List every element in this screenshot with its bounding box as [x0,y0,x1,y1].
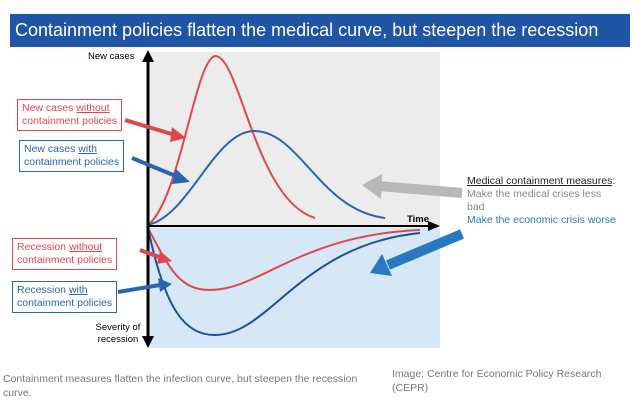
side-economic: Make the economic crisis worse [467,214,616,226]
side-heading: Medical containment measures [467,175,613,187]
new-cases-with-curve [147,129,386,226]
medical-area [148,52,440,228]
blue-pointer-arrow [131,156,179,179]
y-axis-top-label: New cases [88,51,135,62]
side-note: Medical containment measures: Make the m… [467,175,616,226]
gray-arrow [377,181,463,198]
x-axis-label: Time [407,214,430,225]
side-medical: Make the medical crises less bad [467,188,602,213]
red-pointer-arrow [124,118,176,137]
y-axis-arrow-down [142,336,154,348]
label-recession-with: Recession with containment policies [12,281,118,313]
y-axis-bottom-label: Severity of recession [95,322,141,345]
blue-pointer-arrow-2 [117,283,161,294]
red-pointer-arrow-2 [139,248,163,260]
red-arrowhead-2 [157,251,172,264]
y-axis-arrow-up [142,50,154,62]
label-new-cases-without: New cases without containment policies [17,99,123,131]
recession-without-curve [147,227,421,292]
slide-title: Containment policies flatten the medical… [10,14,630,73]
blue-arrowhead-2 [158,278,172,292]
gray-arrowhead [362,174,382,199]
blue-big-arrowhead [370,254,392,276]
blue-arrowhead [172,169,190,184]
label-new-cases-with: New cases with containment policies [19,140,125,172]
blue-big-arrow [386,229,464,270]
x-axis-arrow [428,221,440,231]
caption: Containment measures flatten the infecti… [3,373,358,399]
label-recession-without: Recession without containment policies [12,238,118,270]
image-credit: Image: Centre for Economic Policy Resear… [392,368,602,394]
red-arrowhead [170,127,186,142]
recession-with-curve [147,227,421,337]
